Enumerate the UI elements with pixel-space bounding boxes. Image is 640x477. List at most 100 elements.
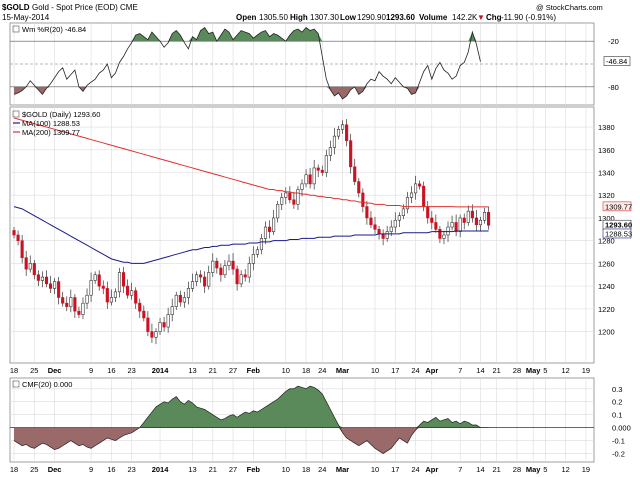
- open-value: 1305.50: [259, 13, 288, 22]
- candle-body: [97, 274, 101, 287]
- price-tick-label: 1280: [598, 237, 615, 246]
- candle-body: [134, 290, 138, 304]
- candle-body: [138, 302, 142, 312]
- x-axis-label: 10: [282, 465, 290, 474]
- price-tick-label: 1360: [598, 146, 615, 155]
- chg-value: -11.90 (-0.91%): [501, 13, 556, 22]
- candle-body: [69, 297, 73, 307]
- candle-body: [24, 257, 28, 270]
- x-axis-label: 24: [318, 465, 326, 474]
- cmf-panel-frame: [9, 377, 595, 463]
- candle-body: [304, 174, 308, 185]
- candle-body: [312, 167, 316, 185]
- candle-body: [16, 234, 20, 241]
- candle-body: [272, 217, 276, 232]
- x-axis-label: 25: [30, 465, 38, 474]
- ma100-legend-text: MA(100) 1288.53: [22, 119, 80, 128]
- candle-body: [203, 276, 207, 287]
- price-tick-label: 1200: [598, 328, 615, 337]
- x-axis-label: 14: [476, 465, 484, 474]
- candle-body: [227, 260, 231, 266]
- candle-body: [150, 331, 154, 338]
- price-badge-label: 1288.53: [605, 229, 632, 238]
- x-axis-label: 17: [391, 465, 399, 474]
- candle-body: [470, 210, 474, 219]
- price-tick-label: 1220: [598, 305, 615, 314]
- candle-body: [393, 219, 397, 228]
- candle-body: [142, 310, 146, 319]
- x-axis-label: 25: [30, 366, 38, 375]
- price-tick-label: 1320: [598, 191, 615, 200]
- candle-body: [341, 124, 345, 130]
- legend-swatch-icon: [12, 25, 20, 33]
- low-value: 1290.90: [357, 13, 386, 22]
- candle-body: [332, 135, 337, 148]
- x-axis-label: 21: [493, 366, 501, 375]
- candle-body: [438, 229, 442, 239]
- price-badge-label: 1309.77: [605, 202, 632, 211]
- high-label: High: [290, 13, 308, 22]
- candle-body: [219, 267, 223, 276]
- candle-body: [235, 268, 239, 285]
- candle-body: [109, 297, 113, 303]
- candle-body: [89, 280, 93, 296]
- x-axis-label: 17: [391, 366, 399, 375]
- x-axis-label: 28: [513, 366, 521, 375]
- candle-body: [267, 226, 272, 232]
- high-value: 1307.30: [310, 13, 339, 22]
- candle-body: [300, 183, 304, 190]
- candle-body: [361, 192, 365, 207]
- x-axis-label: 18: [302, 465, 310, 474]
- candle-body: [414, 183, 418, 194]
- price-badge-label: 1293.60: [605, 221, 632, 230]
- symbol-label: $GOLD: [2, 3, 30, 12]
- candle-body: [381, 233, 385, 239]
- candle-body: [401, 208, 405, 216]
- candle-body: [353, 166, 357, 182]
- x-axis-label: 2014: [152, 465, 170, 474]
- x-axis-label: 21: [209, 366, 217, 375]
- x-axis-label: Dec: [48, 465, 62, 474]
- willr-current-label: -46.84: [606, 57, 627, 66]
- cmf-positive-area: [14, 386, 489, 428]
- cmf-tick-label: 0.000: [612, 424, 631, 433]
- candle-body: [44, 276, 49, 285]
- candle-body: [385, 231, 389, 239]
- cmf-tick-label: -0.2: [612, 450, 625, 459]
- candle-body: [158, 322, 162, 332]
- legend-swatch-icon: [12, 380, 20, 388]
- candle-body: [328, 147, 332, 156]
- ma200-legend-text: MA(200) 1309.77: [22, 128, 80, 137]
- x-axis-label: 9: [89, 465, 93, 474]
- candle-body: [231, 260, 235, 270]
- candle-body: [345, 124, 349, 141]
- candle-body: [482, 211, 487, 221]
- candle-body: [48, 283, 53, 289]
- candle-body: [77, 310, 81, 315]
- x-axis-label: 19: [582, 366, 590, 375]
- x-axis-label: 13: [188, 465, 196, 474]
- x-axis-label: Mar: [336, 465, 349, 474]
- candle-body: [223, 265, 227, 276]
- candle-body: [194, 274, 199, 282]
- legend-swatch-icon: [12, 110, 20, 118]
- x-axis-label: 28: [513, 465, 521, 474]
- x-axis-label: Apr: [425, 366, 438, 375]
- x-axis-label: Mar: [336, 366, 349, 375]
- x-axis-label: 7: [458, 465, 462, 474]
- price-tick-label: 1340: [598, 169, 615, 178]
- candle-body: [113, 291, 117, 298]
- price-panel-frame: [9, 106, 595, 364]
- candle-body: [215, 260, 219, 269]
- candle-body: [32, 263, 36, 276]
- candle-body: [377, 229, 381, 235]
- x-axis-label: 24: [411, 366, 419, 375]
- ma100-line: [13, 206, 489, 264]
- x-axis-label: 10: [371, 465, 379, 474]
- x-axis-label: 5: [543, 366, 547, 375]
- candle-body: [207, 272, 211, 287]
- x-axis-label: 16: [107, 366, 115, 375]
- candle-body: [40, 276, 44, 281]
- down-arrow-icon: ▼: [477, 13, 485, 22]
- candle-body: [389, 226, 393, 232]
